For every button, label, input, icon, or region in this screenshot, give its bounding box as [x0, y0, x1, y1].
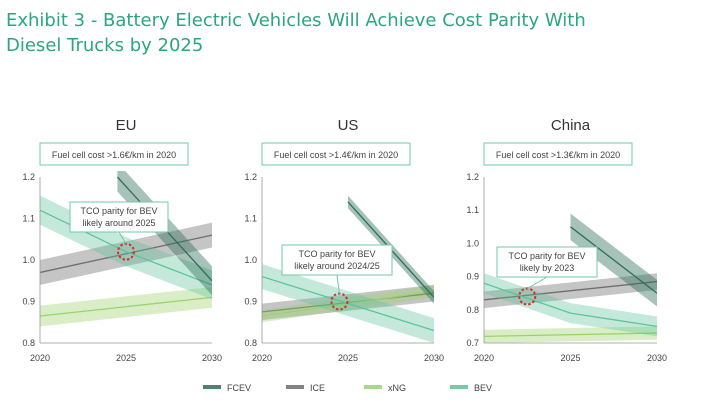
plot-area-china [484, 213, 657, 343]
y-tick-label-us: 0.9 [244, 297, 257, 307]
fuel-cell-note-box-eu [39, 142, 189, 166]
x-tick-label-china: 2030 [647, 353, 667, 363]
parity-label-line-2-china: likely by 2023 [520, 263, 575, 273]
chart-china: China Fuel cell cost >1.3€/km in 2020 0.7 0… [466, 117, 667, 363]
x-tick-label-us: 2025 [338, 353, 358, 363]
x-tick-label-eu: 2030 [202, 353, 222, 363]
chart-title-eu: EU [116, 117, 137, 134]
fuel-cell-note-china: Fuel cell cost >1.3€/km in 2020 [496, 150, 620, 160]
fuel-cell-note-box-us [261, 142, 411, 166]
y-tick-label-eu: 0.9 [22, 297, 35, 307]
parity-callout-line-eu [118, 231, 127, 244]
line-china-xng [484, 332, 657, 338]
legend-label-fcev: FCEV [227, 383, 251, 393]
page-title: Exhibit 3 - Battery Electric Vehicles Wi… [6, 8, 696, 58]
x-tick-label-eu: 2025 [116, 353, 136, 363]
parity-callout-box-china [496, 246, 598, 278]
parity-label-line-1-china: TCO parity for BEV [508, 251, 585, 261]
parity-label-line-1-us: TCO parity for BEV [298, 249, 375, 259]
line-eu-ice [40, 234, 212, 274]
title-line-1: Exhibit 3 - Battery Electric Vehicles Wi… [6, 10, 586, 31]
y-tick-label-china: 1.2 [466, 172, 479, 182]
y-tick-label-china: 1.1 [466, 205, 479, 215]
y-tick-label-eu: 1.0 [22, 255, 35, 265]
y-tick-label-us: 1.2 [244, 172, 257, 182]
x-tick-label-china: 2025 [560, 353, 580, 363]
line-eu-xng [40, 296, 212, 317]
title-line-2: Diesel Trucks by 2025 [6, 35, 204, 56]
fuel-cell-note-us: Fuel cell cost >1.4€/km in 2020 [274, 150, 398, 160]
y-tick-label-eu: 1.1 [22, 214, 35, 224]
y-tick-label-us: 0.8 [244, 338, 257, 348]
parity-label-line-2-us: likely around 2024/25 [294, 261, 380, 271]
line-china-fcev [570, 226, 657, 294]
chart-eu: EU Fuel cell cost >1.6€/km in 2020 0.8 0.9 1… [22, 117, 222, 363]
chart-title-us: US [338, 117, 359, 134]
x-tick-label-eu: 2020 [30, 353, 50, 363]
parity-callout-box-eu [69, 201, 169, 233]
y-tick-label-us: 1.1 [244, 214, 257, 224]
parity-callout-line-china [526, 276, 548, 289]
line-china-ice [484, 280, 657, 301]
parity-callout-line-us [336, 274, 340, 294]
legend-label-xng: xNG [388, 383, 406, 393]
parity-callout-box-us [281, 244, 393, 276]
x-tick-label-us: 2030 [424, 353, 444, 363]
fuel-cell-note-box-china [483, 142, 633, 166]
y-tick-label-eu: 0.8 [22, 338, 35, 348]
fuel-cell-note-eu: Fuel cell cost >1.6€/km in 2020 [52, 150, 176, 160]
x-tick-label-china: 2020 [474, 353, 494, 363]
line-china-bev [484, 282, 657, 328]
y-tick-label-china: 0.8 [466, 305, 479, 315]
legend-label-bev: BEV [474, 383, 492, 393]
y-tick-label-china: 0.9 [466, 272, 479, 282]
line-eu-bev [40, 209, 212, 286]
y-tick-label-china: 1.0 [466, 238, 479, 248]
legend-label-ice: ICE [310, 383, 325, 393]
legend: FCEV ICE xNG BEV [203, 383, 492, 393]
y-tick-label-us: 1.0 [244, 255, 257, 265]
chart-title-china: China [551, 117, 591, 134]
x-tick-label-us: 2020 [252, 353, 272, 363]
parity-label-line-1-eu: TCO parity for BEV [80, 206, 157, 216]
chart-us: US Fuel cell cost >1.4€/km in 2020 0.8 0.9 1… [244, 117, 444, 363]
y-tick-label-eu: 1.2 [22, 172, 35, 182]
parity-label-line-2-eu: likely around 2025 [82, 218, 155, 228]
y-tick-label-china: 0.7 [466, 338, 479, 348]
